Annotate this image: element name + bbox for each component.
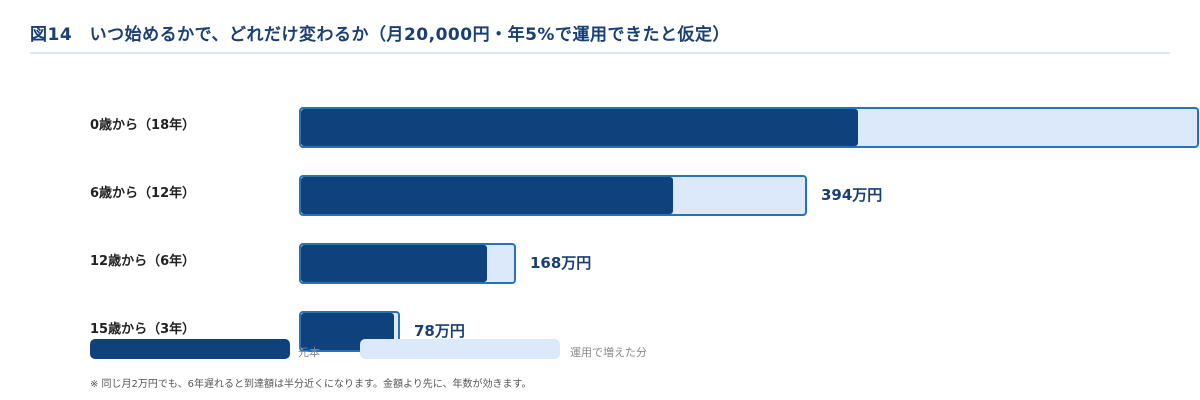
chart-title: 図14 いつ始めるかで、どれだけ変わるか（月20,000円・年5%で運用できたと… <box>30 25 730 45</box>
bar-growth <box>299 175 807 216</box>
bar-principal <box>301 177 673 214</box>
category-label: 15歳から（3年） <box>90 322 196 337</box>
category-label: 6歳から（12年） <box>90 186 196 201</box>
legend-label-principal: 元本 <box>298 346 320 359</box>
category-label: 0歳から（18年） <box>90 118 196 133</box>
footnote: ※ 同じ月2万円でも、6年遅れると到達額は半分近くになります。金額より先に、年数… <box>90 379 532 390</box>
category-label: 12歳から（6年） <box>90 254 196 269</box>
bar-value-label: 78万円 <box>414 322 465 340</box>
bar-value-label: 168万円 <box>530 254 592 272</box>
bar-growth <box>299 107 1199 148</box>
title-divider <box>30 52 1170 54</box>
legend-swatch-growth <box>360 339 560 359</box>
legend-label-growth: 運用で増えた分 <box>570 346 647 359</box>
bar-growth <box>299 243 516 284</box>
bar-principal <box>301 245 487 282</box>
bar-value-label: 394万円 <box>821 186 883 204</box>
bar-principal <box>301 109 858 146</box>
legend-swatch-principal <box>90 339 290 359</box>
